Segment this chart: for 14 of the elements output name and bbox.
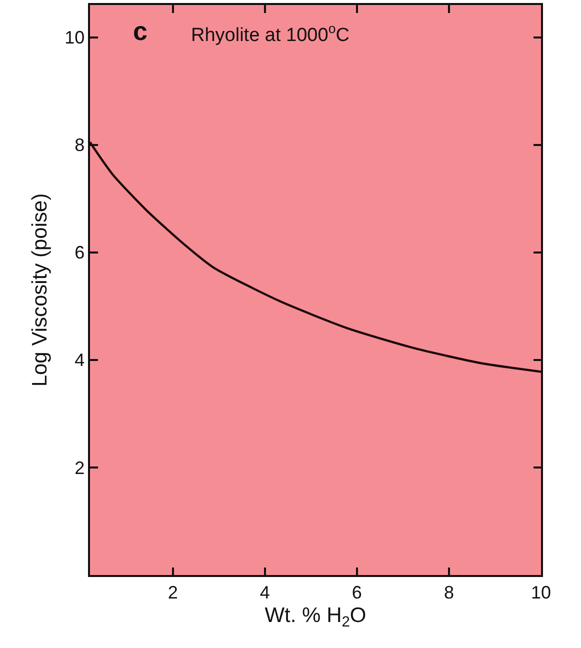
x-tick-label: 2 xyxy=(168,582,178,602)
x-tick-label: 10 xyxy=(530,582,552,602)
y-tick-label: 10 xyxy=(64,28,85,48)
x-tick-label: 6 xyxy=(352,582,362,602)
x-tick-label: 8 xyxy=(444,582,454,602)
y-tick-label: 4 xyxy=(74,350,85,370)
y-tick-label: 8 xyxy=(74,135,85,156)
x-axis-title: Wt. % H$_{2}$O xyxy=(264,604,366,630)
y-axis-title: Log Viscosity (poise) xyxy=(28,193,52,387)
y-tick-label: 6 xyxy=(74,242,85,263)
annotation: Rhyolite at 1000$^{o}$C xyxy=(191,21,350,46)
y-tick-label: 2 xyxy=(74,458,85,478)
annotation: c xyxy=(133,16,148,46)
x-tick-label: 4 xyxy=(260,582,270,602)
